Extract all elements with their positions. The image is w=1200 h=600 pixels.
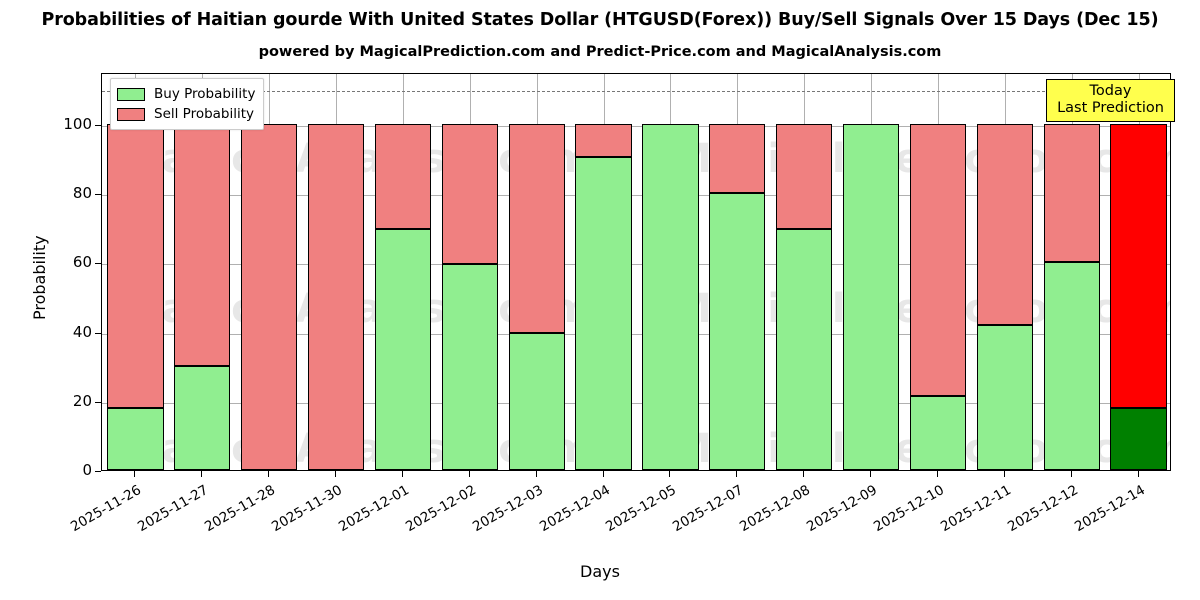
y-axis-label: Probability [30, 235, 49, 320]
gridline-y-80 [102, 195, 1170, 197]
bar-group[interactable] [976, 74, 1033, 470]
legend-label-sell: Sell Probability [154, 106, 255, 122]
page-title: Probabilities of Haitian gourde With Uni… [41, 10, 1159, 30]
buy-probability-segment[interactable] [642, 123, 699, 470]
y-tick-mark [95, 401, 101, 403]
buy-probability-segment[interactable] [709, 193, 766, 470]
sell-probability-segment[interactable] [174, 123, 231, 367]
x-tick-mark [602, 471, 604, 477]
y-tick-mark [95, 332, 101, 334]
sell-probability-segment[interactable] [241, 123, 298, 470]
buy-probability-segment[interactable] [1043, 262, 1100, 470]
y-tick-label: 80 [72, 184, 92, 203]
bar-group[interactable] [575, 74, 632, 470]
gridline-y-100 [102, 125, 1170, 127]
buy-probability-segment[interactable] [842, 123, 900, 470]
x-tick-mark [268, 471, 270, 477]
buy-probability-segment[interactable] [441, 264, 498, 470]
y-tick-label: 100 [63, 114, 92, 133]
x-tick-mark [401, 471, 403, 477]
sell-probability-segment[interactable] [976, 123, 1033, 325]
chart-legend: Buy Probability Sell Probability [110, 78, 265, 130]
bar-group[interactable] [508, 74, 565, 470]
bar-group[interactable] [1043, 74, 1100, 470]
sell-probability-segment[interactable] [441, 123, 498, 265]
threshold-dashed-line [102, 91, 1170, 93]
x-tick-mark [535, 471, 537, 477]
sell-probability-segment[interactable] [575, 123, 632, 157]
today-annotation-box: Today Last Prediction [1046, 79, 1175, 123]
gridline-y-60 [102, 264, 1170, 266]
x-tick-mark [936, 471, 938, 477]
bar-group[interactable] [374, 74, 431, 470]
x-tick-mark [1070, 471, 1072, 477]
x-tick-mark [1137, 471, 1139, 477]
bar-group[interactable] [307, 74, 365, 470]
buy-probability-swatch [117, 87, 145, 101]
x-axis-label: Days [580, 562, 620, 581]
sell-probability-segment[interactable] [1043, 123, 1100, 263]
sell-probability-segment[interactable] [709, 123, 766, 194]
x-tick-mark [335, 471, 337, 477]
y-tick-label: 20 [72, 391, 92, 410]
plot-area: MagicalAnalysis.comMagicalPrediction.com… [101, 73, 1171, 471]
sell-probability-segment[interactable] [307, 123, 365, 470]
bar-group[interactable] [776, 74, 833, 470]
sell-probability-swatch [117, 107, 145, 121]
bar-group-today[interactable] [1110, 74, 1167, 470]
chart-subtitle: powered by MagicalPrediction.com and Pre… [258, 44, 942, 60]
sell-probability-segment[interactable] [374, 123, 431, 230]
bar-group[interactable] [909, 74, 966, 470]
y-tick-mark [95, 124, 101, 126]
x-tick-mark [669, 471, 671, 477]
buy-probability-segment[interactable] [575, 156, 632, 470]
buy-probability-segment[interactable] [976, 324, 1033, 470]
sell-probability-segment[interactable] [1110, 123, 1167, 408]
sell-probability-segment[interactable] [776, 123, 833, 230]
bar-group[interactable] [241, 74, 298, 470]
x-tick-mark [201, 471, 203, 477]
sell-probability-segment[interactable] [909, 123, 966, 396]
bar-group[interactable] [107, 74, 164, 470]
y-tick-label: 0 [82, 461, 92, 479]
y-tick-label: 40 [72, 322, 92, 341]
buy-probability-segment[interactable] [174, 366, 231, 470]
last-prediction-label: Last Prediction [1057, 100, 1164, 117]
buy-probability-segment[interactable] [508, 333, 565, 470]
x-tick-mark [134, 471, 136, 477]
legend-item-sell: Sell Probability [117, 104, 255, 124]
y-tick-label: 60 [72, 253, 92, 272]
y-tick-mark [95, 471, 101, 472]
buy-probability-segment[interactable] [776, 229, 833, 470]
buy-probability-segment[interactable] [107, 407, 164, 470]
gridline-y-40 [102, 333, 1170, 335]
x-tick-mark [1003, 471, 1005, 477]
x-tick-mark [736, 471, 738, 477]
x-tick-mark [468, 471, 470, 477]
bar-group[interactable] [174, 74, 231, 470]
bar-group[interactable] [709, 74, 766, 470]
buy-probability-segment[interactable] [374, 229, 431, 470]
sell-probability-segment[interactable] [107, 123, 164, 408]
gridline-y-20 [102, 402, 1170, 404]
legend-label-buy: Buy Probability [154, 86, 256, 102]
bar-group[interactable] [842, 74, 900, 470]
y-tick-mark [95, 263, 101, 265]
bar-group[interactable] [642, 74, 699, 470]
today-label: Today [1089, 83, 1132, 99]
bar-group[interactable] [441, 74, 498, 470]
sell-probability-segment[interactable] [508, 123, 565, 334]
legend-item-buy: Buy Probability [117, 84, 255, 104]
y-tick-mark [95, 194, 101, 196]
buy-probability-segment[interactable] [1110, 407, 1167, 470]
buy-probability-segment[interactable] [909, 395, 966, 470]
x-tick-mark [803, 471, 805, 477]
x-tick-mark [870, 471, 872, 477]
